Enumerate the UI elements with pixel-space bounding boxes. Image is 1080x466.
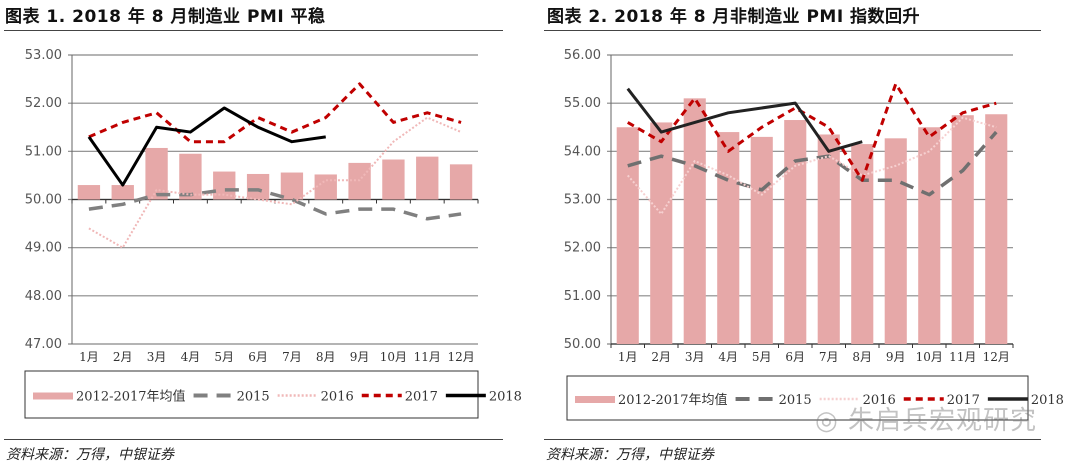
chart2-title: 图表 2. 2018 年 8 月非制造业 PMI 指数回升 <box>547 7 921 27</box>
y-tick-label: 55.00 <box>564 96 601 111</box>
legend-label: 2015 <box>237 390 270 405</box>
x-tick-label: 2月 <box>651 350 671 364</box>
wechat-icon: ◎ <box>815 406 839 436</box>
legend-label: 2017 <box>947 393 980 408</box>
series-line-2015 <box>627 130 998 197</box>
y-tick-label: 54.00 <box>564 144 601 159</box>
series-line-2018 <box>626 87 863 153</box>
x-tick-label: 1月 <box>618 350 638 364</box>
watermark: ◎ 朱启兵宏观研究 <box>815 400 1037 437</box>
y-tick-label: 48.00 <box>25 289 62 304</box>
y-tick-label: 53.00 <box>25 48 62 63</box>
series-line-2017 <box>88 82 462 144</box>
bar <box>918 127 941 344</box>
x-tick-label: 7月 <box>282 350 302 364</box>
bar <box>449 164 473 200</box>
bar <box>280 172 304 200</box>
series-line-2017 <box>627 82 997 182</box>
bar <box>179 153 202 200</box>
x-tick-label: 4月 <box>181 350 201 364</box>
y-tick-label: 50.00 <box>25 193 62 208</box>
legend-swatch-bar <box>33 392 73 400</box>
title-rule-2 <box>544 30 1041 31</box>
x-tick-label: 3月 <box>685 350 705 364</box>
bar <box>77 185 101 200</box>
watermark-text: 朱启兵宏观研究 <box>847 406 1037 436</box>
x-tick-label: 10月 <box>916 350 943 364</box>
y-tick-label: 51.00 <box>564 289 601 304</box>
bar <box>145 147 168 200</box>
x-tick-label: 1月 <box>79 350 99 364</box>
x-tick-label: 9月 <box>886 350 906 364</box>
legend-label: 2012-2017年均值 <box>76 389 186 405</box>
legend-label: 2016 <box>863 393 896 408</box>
bar <box>750 136 773 344</box>
bar <box>382 159 405 200</box>
bar <box>650 122 673 344</box>
y-tick-label: 50.00 <box>564 337 601 352</box>
y-tick-label: 51.00 <box>25 144 62 159</box>
legend-label: 2018 <box>1031 393 1064 408</box>
series-line-2016 <box>88 116 462 249</box>
bar <box>884 138 907 344</box>
y-tick-label: 47.00 <box>25 337 62 352</box>
x-tick-label: 4月 <box>718 350 738 364</box>
chart1-title: 图表 1. 2018 年 8 月制造业 PMI 平稳 <box>5 7 326 27</box>
bar <box>851 144 874 344</box>
x-tick-label: 8月 <box>852 350 872 364</box>
legend-box <box>566 375 1029 421</box>
x-tick-label: 5月 <box>752 350 772 364</box>
x-tick-label: 11月 <box>414 350 441 364</box>
bar <box>683 98 706 344</box>
x-tick-label: 6月 <box>248 350 268 364</box>
x-tick-label: 3月 <box>147 350 167 364</box>
y-tick-label: 52.00 <box>564 241 601 256</box>
bar <box>246 173 270 200</box>
x-tick-label: 9月 <box>350 350 370 364</box>
x-tick-label: 6月 <box>785 350 805 364</box>
legend-label: 2016 <box>321 390 354 405</box>
source-rule-1 <box>4 439 503 440</box>
bar <box>717 132 740 344</box>
source-rule-2 <box>544 439 1041 440</box>
legend-label: 2018 <box>489 390 522 405</box>
y-tick-label: 49.00 <box>25 241 62 256</box>
source-note-1: 资料来源：万得，中银证券 <box>6 447 174 463</box>
bar <box>416 156 439 200</box>
bar <box>985 114 1008 345</box>
bar <box>616 127 639 344</box>
y-tick-label: 53.00 <box>564 193 601 208</box>
x-tick-label: 12月 <box>447 350 474 364</box>
legend-swatch-bar <box>575 396 615 403</box>
y-tick-label: 56.00 <box>564 48 601 63</box>
x-tick-label: 7月 <box>819 350 839 364</box>
legend-label: 2017 <box>405 390 438 405</box>
series-line-2018 <box>87 106 326 187</box>
x-tick-label: 12月 <box>983 350 1010 364</box>
legend-label: 2012-2017年均值 <box>618 392 728 408</box>
bar <box>817 134 840 344</box>
x-tick-label: 10月 <box>380 350 407 364</box>
x-tick-label: 8月 <box>316 350 336 364</box>
x-tick-label: 11月 <box>949 350 976 364</box>
source-note-2: 资料来源：万得，中银证券 <box>546 447 714 463</box>
y-tick-label: 52.00 <box>25 96 62 111</box>
bar <box>111 185 134 200</box>
x-tick-label: 2月 <box>113 350 133 364</box>
bar <box>213 171 236 200</box>
x-tick-label: 5月 <box>214 350 234 364</box>
series-line-2015 <box>88 188 462 221</box>
bar <box>784 120 807 345</box>
bar <box>951 115 974 344</box>
title-rule-1 <box>4 30 503 31</box>
legend-label: 2015 <box>779 393 812 408</box>
series-line-2016 <box>626 116 997 215</box>
